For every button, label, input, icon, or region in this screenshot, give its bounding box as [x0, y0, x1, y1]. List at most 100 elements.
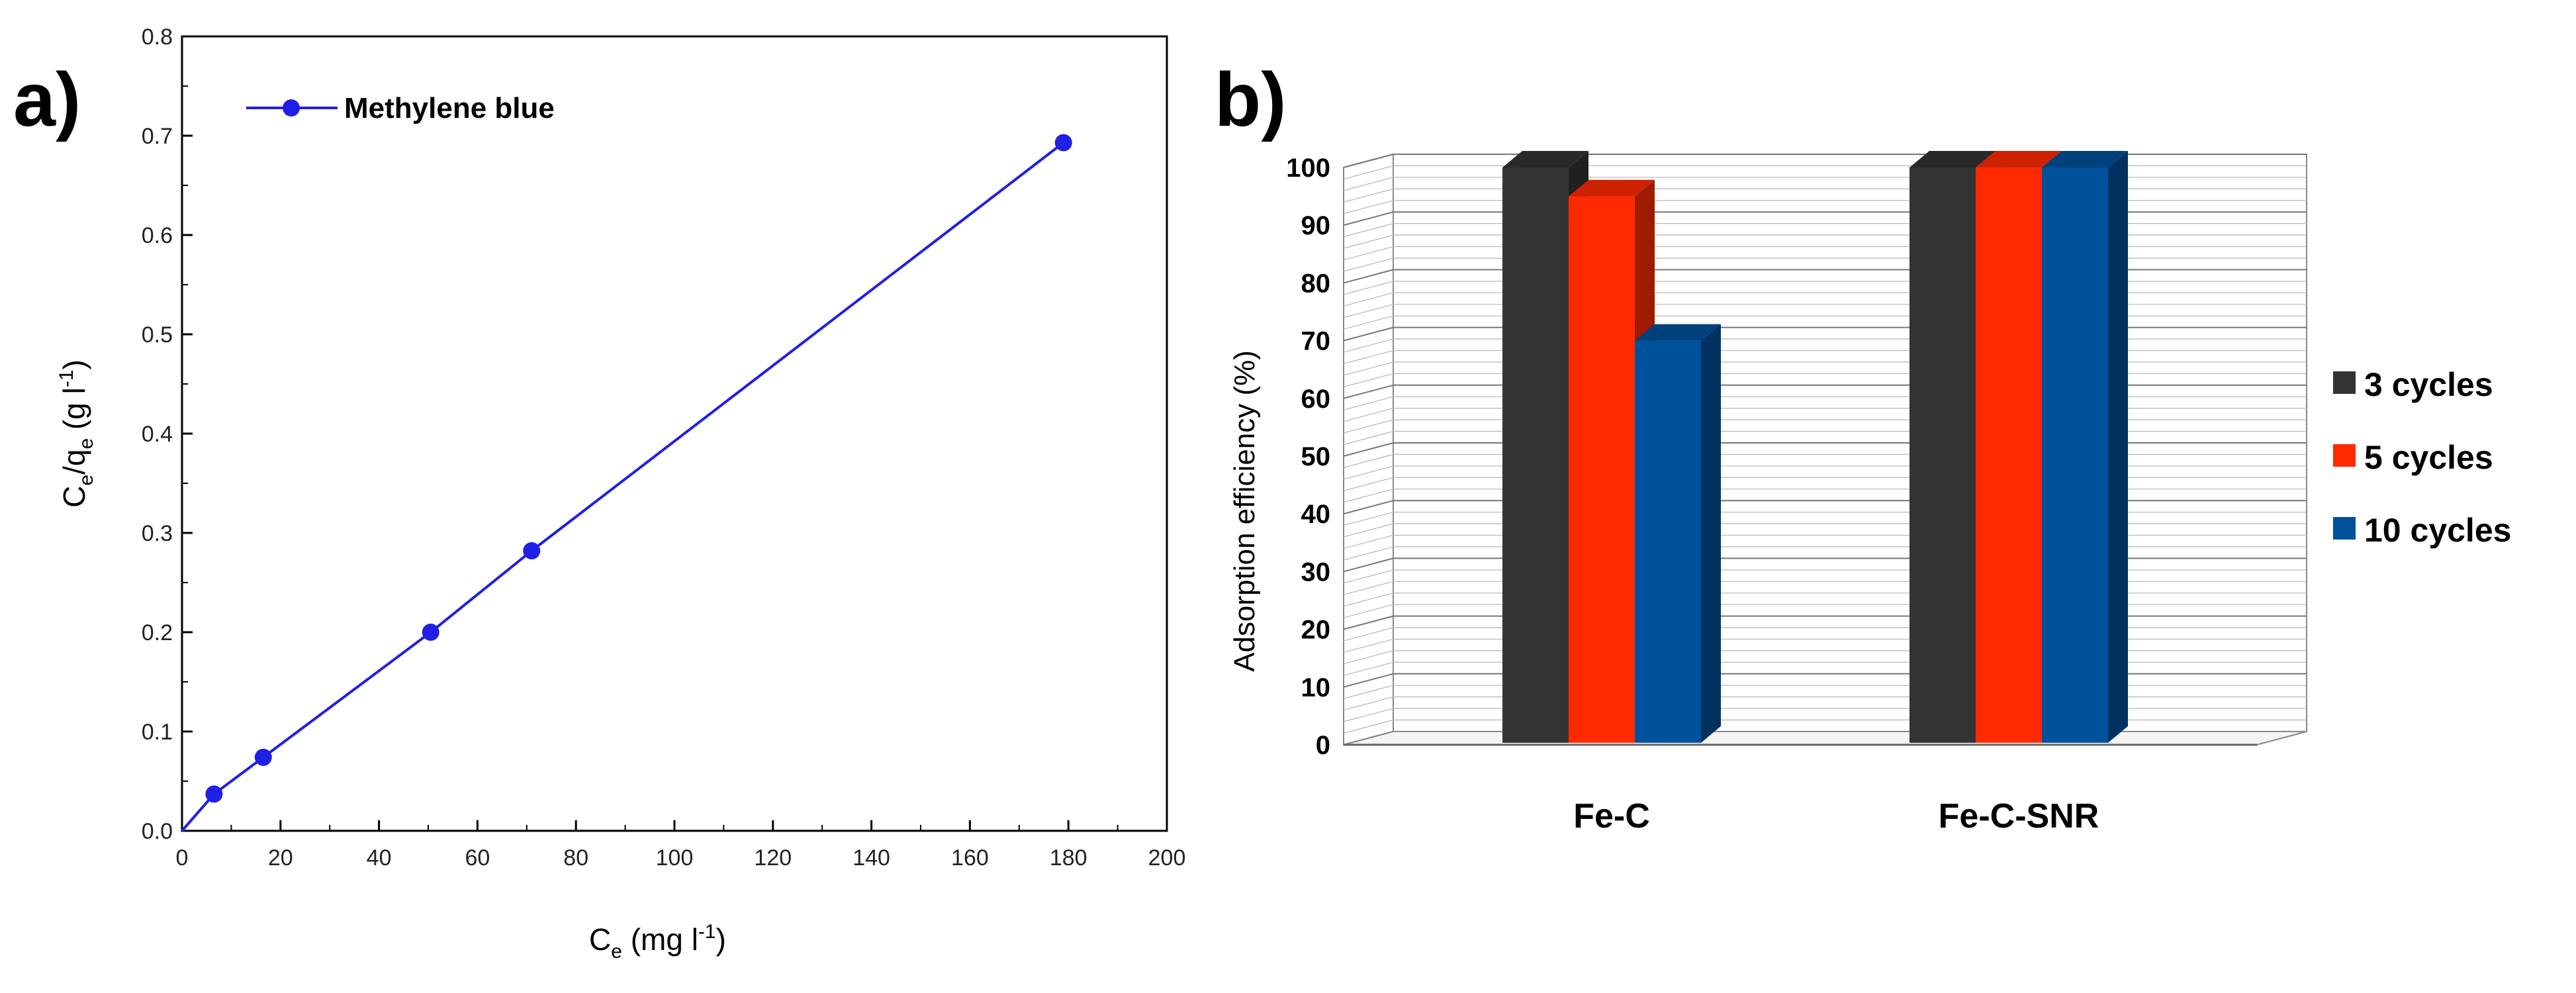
- y-tick-label-b-7: 70: [1301, 327, 1331, 356]
- gridline-side-84: [1343, 246, 1394, 261]
- bar-top-1-0: [1909, 151, 1996, 167]
- bar-1-1: [1976, 167, 2042, 743]
- x-tick-label-a-3: 60: [465, 845, 490, 871]
- gridline-side-74: [1343, 304, 1394, 318]
- bar-0-2: [1635, 340, 1701, 743]
- bar-0-1: [1569, 196, 1635, 743]
- category-label-1: Fe-C-SNR: [1939, 797, 2099, 835]
- y-tick-label-b-3: 30: [1301, 557, 1331, 587]
- gridline-side-6: [1343, 696, 1394, 711]
- bar-1-2: [2042, 167, 2108, 743]
- x-tick-label-a-9: 180: [1050, 845, 1087, 871]
- panel-b-label: b): [1215, 58, 1287, 142]
- y-tick-label-a-0: 0.0: [142, 819, 173, 844]
- axis-ticks-a: 0 20 40 60 80 100 120 140 160 180 200 0.0 0.1 0.2 0.3 0…: [142, 24, 1186, 871]
- gridline-side-50: [1343, 442, 1394, 457]
- gridline-side-90: [1343, 211, 1394, 226]
- y-title-sub: e: [75, 475, 97, 486]
- gridline-side-72: [1343, 315, 1394, 330]
- gridline-side-88: [1343, 223, 1394, 238]
- gridline-side-20: [1343, 615, 1394, 630]
- x-tick-label-a-10: 200: [1148, 845, 1186, 871]
- bar-top-1-2: [2042, 151, 2128, 167]
- x-tick-label-a-4: 80: [563, 845, 588, 871]
- x-title-sub: e: [611, 941, 622, 963]
- bar-side-1-2: [2108, 151, 2128, 743]
- gridline-side-4: [1343, 708, 1394, 722]
- gridline-side-60: [1343, 384, 1394, 399]
- bar-side-0-2: [1701, 324, 1721, 743]
- gridline-side-98: [1343, 165, 1394, 180]
- gridline-side-2: [1343, 719, 1394, 734]
- y-tick-label-b-5: 50: [1301, 442, 1331, 471]
- gridline-side-24: [1343, 592, 1394, 607]
- legend-swatch-b-0: [2333, 371, 2356, 394]
- y-tick-label-b-2: 20: [1301, 616, 1331, 645]
- legend-swatch-b-2: [2333, 517, 2356, 540]
- legend-label-b-2: 10 cycles: [2364, 512, 2511, 549]
- data-point-a-0-2: [422, 624, 439, 641]
- gridline-side-58: [1343, 396, 1394, 410]
- gridline-side-44: [1343, 477, 1394, 491]
- gridline-side-38: [1343, 512, 1394, 526]
- y-tick-label-b-0: 0: [1316, 731, 1330, 760]
- legend-b: 3 cycles 5 cycles 10 cycles: [2333, 366, 2511, 549]
- panel-a-line-chart: a) 0 20 40 60 80 100 120 140 160 180 2000.00.10.20…: [13, 24, 1185, 963]
- gridline-side-34: [1343, 534, 1394, 549]
- x-title-end: ): [716, 922, 726, 957]
- y-title-sup: -1: [56, 369, 77, 387]
- data-point-a-0-4: [1054, 134, 1072, 152]
- gridline-side-26: [1343, 581, 1394, 595]
- x-tick-label-a-7: 140: [852, 845, 890, 871]
- x-tick-label-a-2: 40: [367, 845, 392, 871]
- y-tick-label-b-9: 90: [1301, 211, 1331, 240]
- gridline-side-96: [1343, 177, 1394, 191]
- gridline-side-80: [1343, 269, 1394, 284]
- y-tick-label-a-2: 0.2: [142, 620, 173, 645]
- bar-0-0: [1502, 167, 1569, 743]
- x-tick-label-a-8: 160: [951, 845, 989, 871]
- gridline-side-94: [1343, 188, 1394, 203]
- gridline-side-12: [1343, 661, 1394, 676]
- y-title-sub2: e: [75, 438, 97, 449]
- legend-swatch-b-1: [2333, 444, 2356, 467]
- y-tick-label-a-8: 0.8: [142, 24, 173, 50]
- y-tick-label-a-6: 0.6: [142, 223, 173, 248]
- bar-top-0-2: [1635, 324, 1721, 341]
- data-point-a-0-0: [205, 785, 223, 803]
- gridline-side-62: [1343, 373, 1394, 387]
- series-layer-a: [181, 134, 1072, 832]
- y-tick-label-b-10: 100: [1286, 154, 1330, 183]
- gridline-side-16: [1343, 638, 1394, 653]
- gridline-side-54: [1343, 419, 1394, 434]
- y-title-rest: (g l: [57, 387, 91, 438]
- y-tick-label-a-5: 0.5: [142, 322, 173, 348]
- gridline-side-56: [1343, 408, 1394, 422]
- gridline-side-42: [1343, 489, 1394, 503]
- gridline-side-68: [1343, 338, 1394, 353]
- y-tick-label-a-3: 0.3: [142, 521, 173, 546]
- floor: [1343, 731, 2307, 745]
- y-tick-label-a-4: 0.4: [142, 422, 173, 447]
- gridline-side-32: [1343, 546, 1394, 561]
- y-title-main: C: [57, 486, 91, 508]
- legend-label-methylene-blue: Methylene blue: [344, 92, 555, 124]
- legend-marker-methylene-blue: [283, 99, 300, 117]
- gridline-side-18: [1343, 627, 1394, 641]
- gridline-side-48: [1343, 453, 1394, 469]
- gridline-side-86: [1343, 234, 1394, 249]
- bars-layer-b: [1502, 151, 2128, 743]
- x-tick-label-a-0: 0: [176, 845, 189, 871]
- gridline-side-92: [1343, 200, 1394, 214]
- grid-walls-b: [1343, 153, 2307, 746]
- bar-top-0-1: [1569, 179, 1655, 197]
- legend-label-b-0: 3 cycles: [2364, 366, 2493, 403]
- gridline-side-64: [1343, 361, 1394, 376]
- gridline-side-70: [1343, 326, 1394, 342]
- y-tick-label-b-4: 40: [1301, 500, 1331, 529]
- plot-area-a: [181, 35, 1168, 832]
- gridline-side-10: [1343, 673, 1394, 688]
- gridline-side-82: [1343, 258, 1394, 272]
- bar-top-0-0: [1502, 151, 1588, 167]
